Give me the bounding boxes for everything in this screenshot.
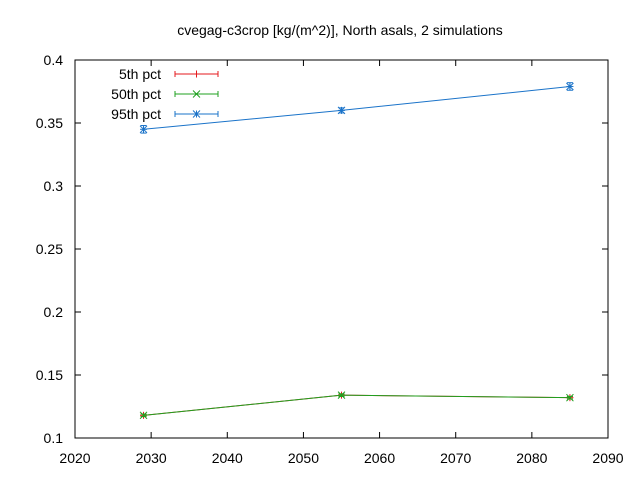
x-tick-label: 2080 <box>516 450 547 466</box>
data-point-50th-pct-stroke <box>337 391 346 400</box>
data-point-95th-pct <box>566 82 574 91</box>
legend-marker <box>192 90 201 98</box>
legend-item-95th-pct: 95th pct <box>111 106 219 122</box>
y-tick-label: 0.25 <box>36 241 63 257</box>
legend: 5th pct 50th pct 95th pct <box>111 66 219 122</box>
y-tick-label: 0.3 <box>44 178 64 194</box>
series-line-5th-pct <box>143 394 570 416</box>
data-point-95th-pct <box>337 106 346 115</box>
legend-label: 95th pct <box>111 106 161 122</box>
y-tick-label: 0.2 <box>44 304 64 320</box>
legend-item-5th-pct: 5th pct <box>119 66 219 82</box>
legend-label: 50th pct <box>111 86 161 102</box>
legend-marker <box>193 70 200 78</box>
y-tick-label: 0.1 <box>44 430 64 446</box>
series-line-95th-pct <box>143 85 570 130</box>
series-line-50th-pct <box>143 394 570 416</box>
y-tick-label: 0.4 <box>44 52 64 68</box>
y-tick-label: 0.15 <box>36 367 63 383</box>
x-tick-label: 2060 <box>364 450 395 466</box>
legend-label: 5th pct <box>119 66 161 82</box>
data-point-50th-pct <box>337 391 346 400</box>
y-tick-label: 0.35 <box>36 115 63 131</box>
x-tick-label: 2090 <box>592 450 623 466</box>
x-tick-label: 2040 <box>212 450 243 466</box>
series-layer <box>139 82 574 420</box>
y-axis: 0.1 0.15 0.2 0.25 0.3 0.35 0.4 <box>36 52 608 446</box>
x-tick-label: 2070 <box>440 450 471 466</box>
data-point-50th-pct <box>139 411 148 420</box>
legend-marker-stroke <box>192 90 201 98</box>
data-point-50th-pct-stroke <box>139 411 148 420</box>
data-point-50th-pct <box>566 393 574 402</box>
legend-item-50th-pct: 50th pct <box>111 86 219 102</box>
data-point-95th-pct-stroke <box>566 82 574 91</box>
legend-marker-stroke <box>192 110 201 118</box>
x-tick-label: 2020 <box>59 450 90 466</box>
data-point-95th-pct-stroke <box>139 125 148 134</box>
x-tick-label: 2030 <box>136 450 167 466</box>
series-95th-pct <box>139 82 574 134</box>
series-50th-pct <box>139 391 574 420</box>
data-point-50th-pct-stroke <box>566 393 574 402</box>
legend-marker <box>192 110 201 118</box>
chart-title: cvegag-c3crop [kg/(m^2)], North asals, 2… <box>177 22 503 38</box>
data-point-95th-pct-stroke <box>337 106 346 115</box>
x-tick-label: 2050 <box>288 450 319 466</box>
data-point-95th-pct <box>139 125 148 134</box>
x-axis: 2020 2030 2040 2050 2060 2070 2080 2090 <box>59 60 624 466</box>
